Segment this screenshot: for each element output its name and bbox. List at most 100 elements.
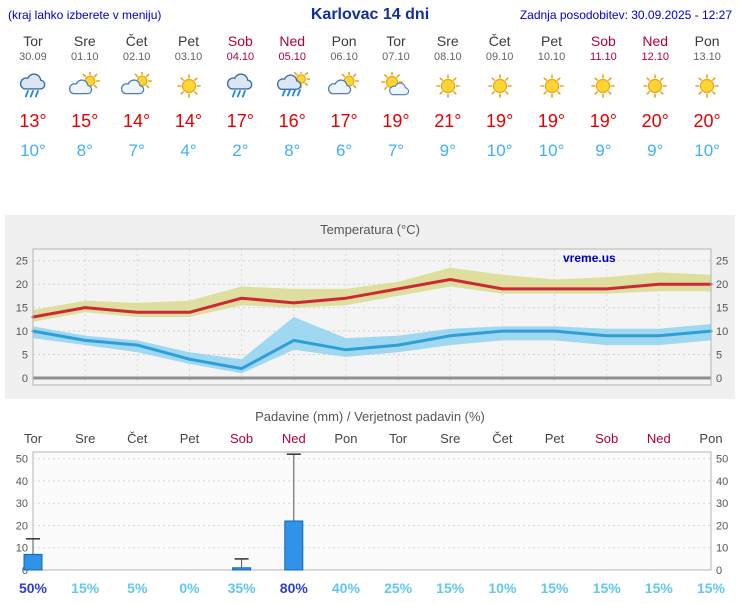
low-temperature: 9° (595, 141, 612, 160)
day-column[interactable]: Sre 08.10 21° 9° (422, 33, 474, 161)
svg-text:Ned: Ned (282, 431, 306, 446)
svg-text:50: 50 (16, 454, 28, 466)
day-column[interactable]: Čet 02.10 14° 7° (111, 33, 163, 161)
svg-text:Sob: Sob (230, 431, 253, 446)
day-name: Čet (488, 33, 511, 49)
day-date: 04.10 (226, 51, 255, 63)
svg-text:10: 10 (16, 543, 28, 555)
day-date: 03.10 (174, 51, 203, 63)
low-temperature: 4° (180, 141, 197, 160)
high-temperature: 17° (330, 111, 358, 131)
page-title: Karlovac 14 dni (310, 6, 430, 23)
low-temperature: 9° (439, 141, 456, 160)
high-temperature: 14° (174, 111, 203, 131)
svg-text:15%: 15% (645, 580, 674, 596)
svg-text:Pon: Pon (334, 431, 357, 446)
day-name: Sob (227, 33, 253, 49)
low-temperature: 2° (232, 141, 249, 160)
svg-text:25%: 25% (384, 580, 413, 596)
day-name: Ned (642, 33, 669, 49)
day-name: Pet (178, 33, 200, 49)
day-date: 12.10 (641, 51, 669, 63)
svg-text:10: 10 (16, 326, 28, 338)
weather-icon (526, 72, 578, 104)
svg-text:40: 40 (16, 476, 28, 488)
day-column[interactable]: Tor 30.09 13° 10° (7, 33, 59, 161)
weather-icon (422, 72, 474, 104)
day-name: Tor (386, 33, 406, 49)
svg-text:30: 30 (16, 498, 28, 510)
weather-icon (629, 72, 681, 104)
svg-text:Pet: Pet (180, 431, 200, 446)
svg-text:Tor: Tor (24, 431, 43, 446)
svg-text:Sre: Sre (75, 431, 95, 446)
svg-text:30: 30 (716, 498, 728, 510)
svg-text:15%: 15% (71, 580, 100, 596)
day-column[interactable]: Čet 09.10 19° 10° (474, 33, 526, 161)
svg-text:80%: 80% (280, 580, 309, 596)
svg-text:Čet: Čet (492, 431, 513, 446)
svg-text:15%: 15% (697, 580, 726, 596)
day-column[interactable]: Pon 13.10 20° 10° (681, 33, 733, 161)
svg-text:15%: 15% (593, 580, 622, 596)
low-temperature: 7° (387, 141, 405, 160)
svg-text:0%: 0% (179, 580, 200, 596)
low-temperature: 10° (538, 141, 565, 160)
weather-icon (318, 72, 370, 104)
day-date: 08.10 (434, 51, 462, 63)
day-date: 05.10 (278, 51, 306, 63)
day-date: 13.10 (693, 51, 721, 63)
high-temperature: 20° (641, 111, 669, 131)
weather-icon (214, 72, 266, 104)
weather-icon (111, 72, 163, 104)
weather-icon (681, 72, 733, 104)
day-column[interactable]: Sob 11.10 19° 9° (577, 33, 629, 161)
day-column[interactable]: Pet 10.10 19° 10° (526, 33, 578, 161)
high-temperature: 19° (589, 111, 617, 131)
day-column[interactable]: Ned 05.10 16° 8° (266, 33, 318, 161)
high-temperature: 20° (693, 111, 721, 131)
day-column[interactable]: Pet 03.10 14° 4° (163, 33, 215, 161)
svg-text:Pon: Pon (699, 431, 722, 446)
day-name: Pon (331, 33, 357, 49)
svg-text:10: 10 (716, 326, 728, 338)
day-date: 09.10 (485, 51, 514, 63)
high-temperature: 16° (278, 111, 306, 131)
svg-text:0: 0 (22, 565, 28, 577)
day-name: Čet (125, 33, 148, 49)
day-column[interactable]: Sob 04.10 17° 2° (214, 33, 266, 161)
day-column[interactable]: Pon 06.10 17° 6° (318, 33, 370, 161)
weather-icon (474, 72, 526, 104)
day-column[interactable]: Ned 12.10 20° 9° (629, 33, 681, 161)
low-temperature: 9° (647, 141, 664, 160)
high-temperature: 14° (123, 111, 151, 131)
svg-text:Čet: Čet (127, 431, 148, 446)
day-name: Sob (590, 33, 616, 49)
svg-text:5: 5 (22, 350, 28, 362)
svg-text:5%: 5% (127, 580, 148, 596)
day-column[interactable]: Tor 07.10 19° 7° (370, 33, 422, 161)
weather-icon (7, 72, 59, 104)
day-name: Ned (279, 33, 306, 49)
low-temperature: 8° (76, 141, 93, 160)
precipitation-chart-title: Padavine (mm) / Verjetnost padavin (%) (255, 409, 485, 424)
svg-text:10: 10 (716, 543, 728, 555)
svg-text:20: 20 (716, 520, 728, 532)
svg-text:35%: 35% (228, 580, 257, 596)
svg-text:15%: 15% (540, 580, 569, 596)
svg-text:50%: 50% (19, 580, 48, 596)
last-updated-text: Zadnja posodobitev: 30.09.2025 - 12:27 (519, 8, 732, 22)
weather-icon (266, 72, 318, 104)
svg-text:20: 20 (16, 279, 28, 291)
svg-text:15%: 15% (436, 580, 465, 596)
day-date: 06.10 (330, 51, 358, 63)
svg-text:Pet: Pet (545, 431, 565, 446)
weather-icon (163, 72, 215, 104)
svg-text:Sob: Sob (595, 431, 618, 446)
svg-text:5: 5 (716, 350, 722, 362)
weather-icon (577, 72, 629, 104)
svg-text:Ned: Ned (647, 431, 671, 446)
day-column[interactable]: Sre 01.10 15° 8° (59, 33, 111, 161)
day-date: 30.09 (19, 51, 47, 63)
svg-text:0: 0 (22, 373, 28, 385)
